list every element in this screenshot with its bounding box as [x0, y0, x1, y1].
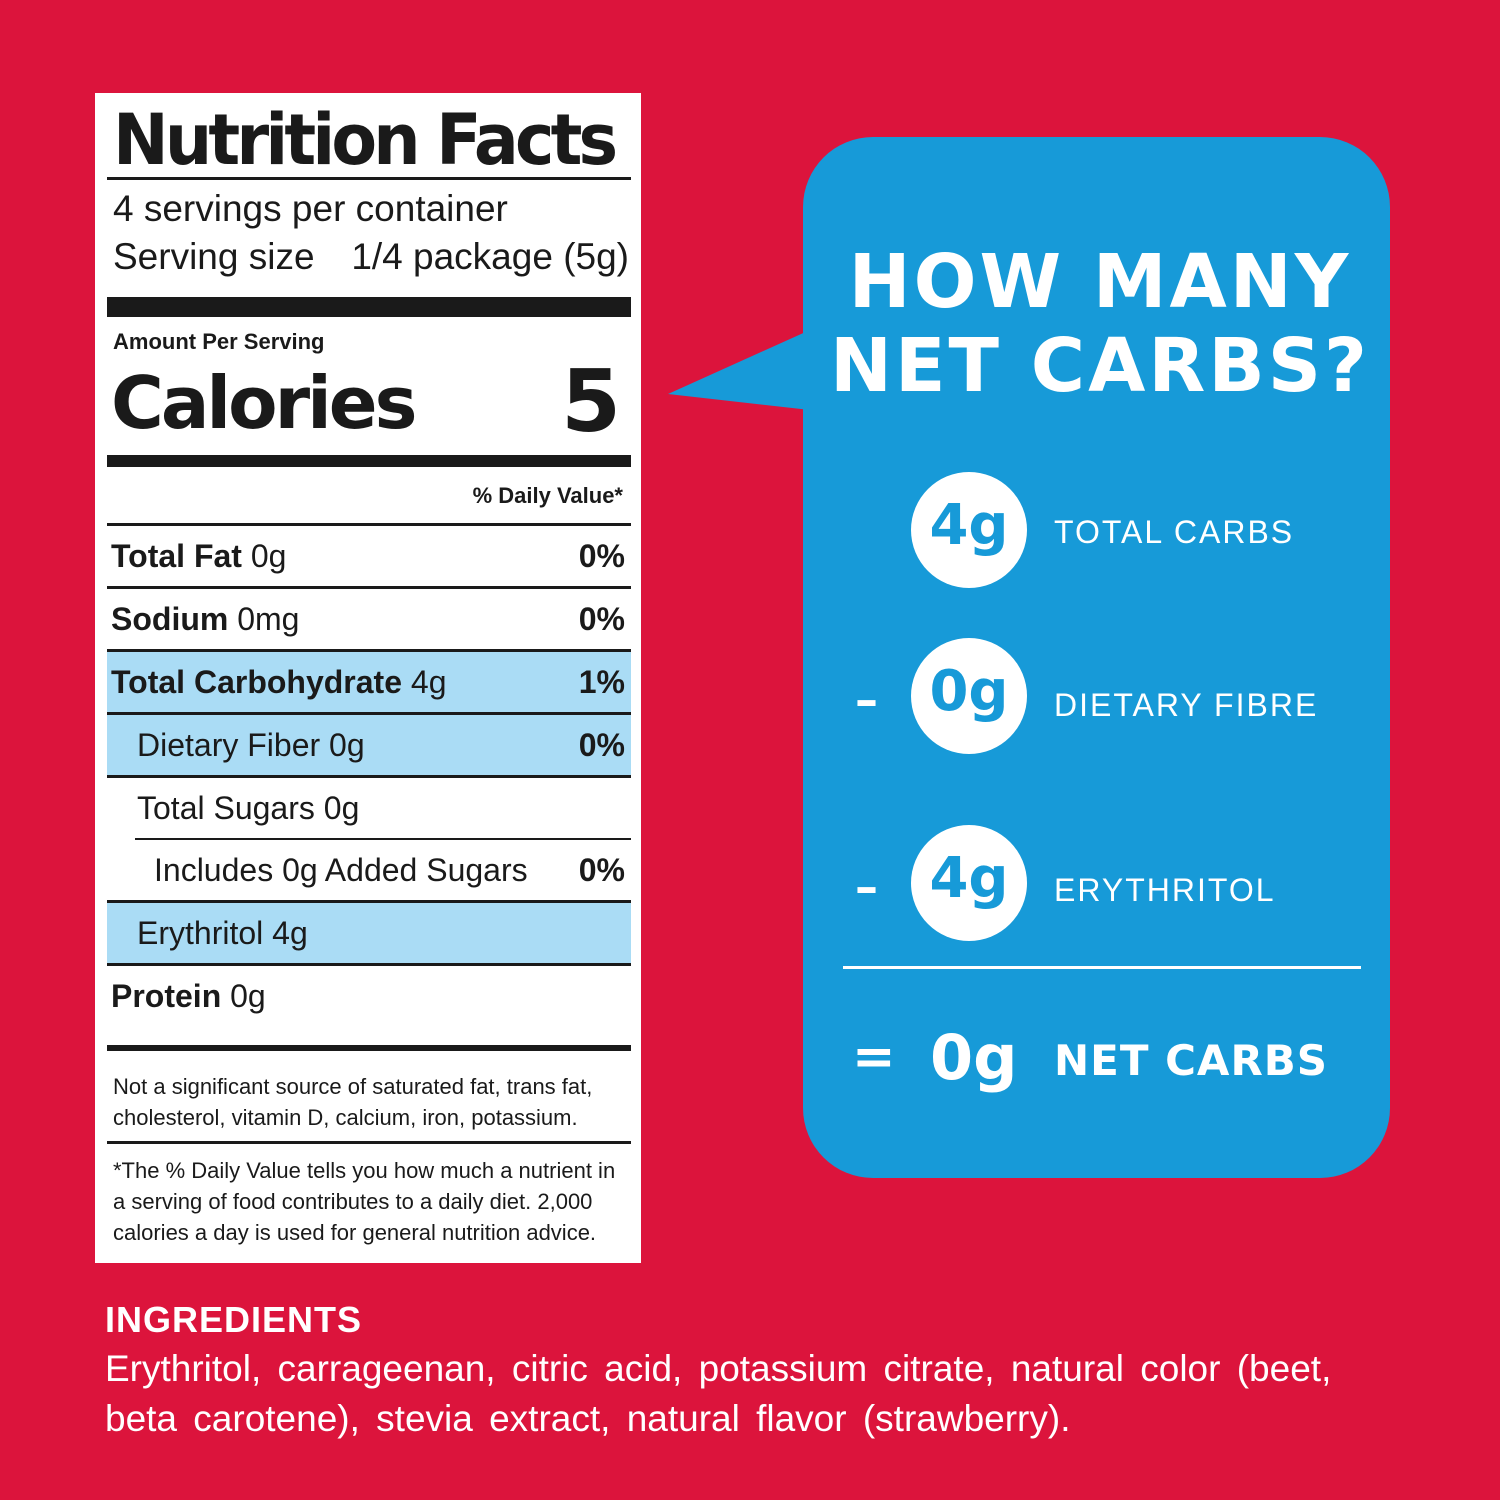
divider: [107, 900, 631, 903]
nutrient-name: Erythritol 4g: [137, 915, 308, 951]
net-carbs-label: NET CARBS: [1054, 1036, 1329, 1085]
nutrient-row-total-sugars: Total Sugars 0g: [107, 778, 631, 838]
erythritol-label: ERYTHRITOL: [1054, 872, 1276, 908]
amount-per-serving: Amount Per Serving: [113, 329, 325, 354]
thick-divider: [107, 297, 631, 317]
calories-label: Calories: [111, 361, 417, 445]
thick-divider: [107, 1045, 631, 1051]
nutrient-amount: 0g: [241, 538, 287, 574]
minus-sign: –: [855, 673, 878, 727]
thick-divider: [107, 455, 631, 467]
nutrient-amount: 0mg: [228, 601, 300, 637]
nutrient-amount: 0g: [221, 978, 266, 1014]
divider: [107, 775, 631, 778]
nutrient-row-sodium: Sodium 0mg 0%: [107, 589, 631, 649]
nutrient-amount: 4g: [402, 664, 447, 700]
dietary-fibre-label: DIETARY FIBRE: [1054, 687, 1319, 723]
divider: [107, 177, 631, 180]
servings-per-container: 4 servings per container: [113, 188, 508, 229]
divider: [107, 523, 631, 526]
divider: [107, 649, 631, 652]
total-carbs-value: 4g: [911, 472, 1027, 588]
total-carbs-label: TOTAL CARBS: [1054, 514, 1295, 550]
nutrient-name: Total Fat: [111, 538, 242, 574]
nutrient-row-total-carbohydrate: Total Carbohydrate 4g 1%: [107, 652, 631, 712]
nutrient-name: Total Carbohydrate: [111, 664, 402, 700]
nutrient-row-dietary-fiber: Dietary Fiber 0g 0%: [107, 715, 631, 775]
serving-size-value: 1/4 package (5g): [351, 236, 629, 277]
minus-sign: –: [855, 860, 878, 914]
net-carbs-bubble: [803, 137, 1390, 1178]
nutrient-dv: 0%: [578, 601, 625, 637]
net-carbs-value: 0g: [930, 1021, 1018, 1094]
nutrient-row-erythritol: Erythritol 4g: [107, 903, 631, 963]
divider: [107, 1141, 631, 1144]
daily-value-header: % Daily Value*: [472, 483, 623, 508]
nutrient-name: Dietary Fiber 0g: [137, 727, 365, 763]
dietary-fibre-value: 0g: [911, 638, 1027, 754]
nutrition-facts-label: Nutrition Facts 4 servings per container…: [95, 93, 641, 1263]
nutrition-facts-title: Nutrition Facts: [113, 99, 618, 181]
question-line-2: NET CARBS?: [830, 323, 1370, 409]
divider: [107, 712, 631, 715]
serving-size-label: Serving size: [113, 236, 315, 277]
nutrient-name: Protein: [111, 978, 222, 1014]
divider: [107, 586, 631, 589]
sum-divider: [843, 966, 1361, 969]
daily-value-footnote: *The % Daily Value tells you how much a …: [113, 1158, 616, 1245]
question-line-1: HOW MANY: [848, 239, 1352, 325]
label-footnote: Not a significant source of saturated fa…: [113, 1074, 593, 1130]
nutrient-dv: 0%: [578, 727, 625, 763]
nutrient-dv: 0%: [578, 852, 625, 888]
nutrient-name: Total Sugars 0g: [137, 790, 360, 826]
net-carbs-question: HOW MANY NET CARBS?: [820, 240, 1380, 408]
nutrient-name: Includes 0g Added Sugars: [154, 852, 528, 888]
nutrient-row-total-fat: Total Fat 0g 0%: [107, 526, 631, 586]
calories-value: 5: [561, 352, 621, 452]
ingredients-heading: INGREDIENTS: [105, 1299, 363, 1340]
ingredients-text: Erythritol, carrageenan, citric acid, po…: [105, 1348, 1332, 1439]
nutrient-dv: 0%: [578, 538, 625, 574]
nutrient-row-protein: Protein 0g: [107, 966, 631, 1026]
erythritol-value: 4g: [911, 825, 1027, 941]
equals-sign: =: [852, 1027, 896, 1087]
divider: [107, 963, 631, 966]
divider: [135, 838, 631, 840]
nutrient-dv: 1%: [578, 664, 625, 700]
nutrient-row-added-sugars: Includes 0g Added Sugars 0%: [107, 840, 631, 900]
nutrient-name: Sodium: [111, 601, 229, 637]
